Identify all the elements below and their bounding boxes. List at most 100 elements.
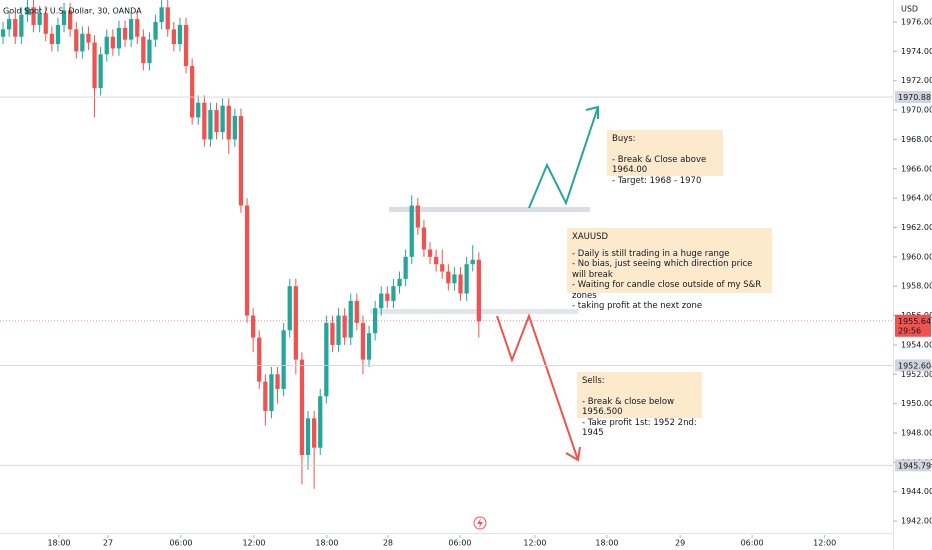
y-tick-label: 1964.000 xyxy=(901,194,932,203)
candle-body xyxy=(275,374,280,389)
candle-body xyxy=(269,374,274,411)
candle-body xyxy=(43,13,48,34)
candle-body xyxy=(257,337,262,382)
candle-body xyxy=(208,110,213,140)
sell-note: Sells: - Break & close below 1956.500 - … xyxy=(577,372,702,438)
candle-body xyxy=(135,19,140,37)
y-tick-label: 1950.000 xyxy=(901,399,932,408)
x-tick-label: 27 xyxy=(103,539,113,548)
candle-body xyxy=(305,418,311,456)
note-line: - Daily is still trading in a huge range xyxy=(572,248,730,259)
note-line: Buys: xyxy=(612,134,636,144)
candle-body xyxy=(312,418,317,448)
price-label: 1952.604 xyxy=(898,361,932,370)
countdown-label: 29:56 xyxy=(898,326,921,335)
candle-body xyxy=(409,205,414,257)
candle-body xyxy=(147,39,152,64)
candle-body xyxy=(86,33,91,43)
candle-body xyxy=(263,381,268,411)
note-line: - Take profit 1st: 1952 2nd: 1945 xyxy=(582,417,697,439)
current-price-label: 1955.645 xyxy=(898,317,932,326)
x-tick-label: 18:00 xyxy=(47,539,70,548)
candle-body xyxy=(190,66,195,118)
y-tick-label: 1962.000 xyxy=(901,223,932,232)
y-tick-label: 1944.000 xyxy=(901,487,932,496)
candle-body xyxy=(470,259,475,265)
y-tick-label: 1976.000 xyxy=(901,18,932,27)
candle-body xyxy=(366,333,372,360)
candle-body xyxy=(379,293,384,309)
candle-body xyxy=(238,115,244,206)
candle-body xyxy=(427,249,433,257)
candle-body xyxy=(153,22,158,40)
current-price-bg xyxy=(895,314,931,337)
candle-body xyxy=(330,322,335,345)
candle-body xyxy=(110,36,115,49)
candle-body xyxy=(293,286,298,360)
price-label-bg xyxy=(895,359,931,372)
candle-body xyxy=(244,205,250,316)
candle-body xyxy=(251,315,256,338)
candle-body xyxy=(446,271,451,284)
y-tick-label: 1948.000 xyxy=(901,428,932,437)
candle-body xyxy=(25,7,30,15)
candle-body xyxy=(360,322,366,360)
note-line: Sells: xyxy=(582,376,605,386)
candle-body xyxy=(214,110,219,133)
x-tick-label: 28 xyxy=(383,539,393,548)
candle-body xyxy=(171,29,176,45)
x-tick-label: 18:00 xyxy=(595,539,618,548)
candle-body xyxy=(433,256,439,265)
candle-body xyxy=(385,293,390,301)
candle-body xyxy=(31,7,36,25)
candle-body xyxy=(196,102,201,118)
candle-body xyxy=(415,205,420,228)
candle-body xyxy=(220,105,225,133)
candle-body xyxy=(232,115,237,140)
note-line: - Break & close below 1956.500 xyxy=(582,396,675,418)
candle-body xyxy=(55,24,61,45)
y-tick-label: 1972.000 xyxy=(901,76,932,85)
candle-body xyxy=(336,315,341,345)
event-icon-bolt xyxy=(477,518,483,528)
candle-body xyxy=(452,274,457,284)
y-tick-label: 1968.000 xyxy=(901,135,932,144)
note-line: - Waiting for candle close outside of my… xyxy=(572,280,762,301)
y-tick-label: 1970.000 xyxy=(901,106,932,115)
x-tick-label: 06:00 xyxy=(741,539,764,548)
candle-body xyxy=(141,36,146,64)
candle-body xyxy=(287,286,292,331)
event-icon[interactable] xyxy=(473,516,487,530)
x-tick-label: 18:00 xyxy=(315,539,338,548)
candle-body xyxy=(80,33,85,52)
candle-body xyxy=(403,256,408,279)
candle-body xyxy=(391,286,396,301)
resistance-zone xyxy=(389,207,590,212)
candle-body xyxy=(342,315,347,338)
main-note: XAUUSD - Daily is still trading in a hug… xyxy=(567,228,772,311)
y-tick-label: 1958.000 xyxy=(901,282,932,291)
candle-body xyxy=(421,227,427,250)
candle-body xyxy=(348,300,353,338)
candle-body xyxy=(98,54,103,89)
x-tick-label: 12:00 xyxy=(523,539,546,548)
candle-body xyxy=(226,105,231,140)
candle-body xyxy=(202,102,207,140)
candle-body xyxy=(7,19,12,30)
price-label: 1970.887 xyxy=(898,93,932,102)
candle-body xyxy=(183,24,189,67)
candle-body xyxy=(68,10,73,30)
buy-arrow-head xyxy=(585,105,599,119)
buy-arrow xyxy=(528,106,599,209)
support-zone xyxy=(370,309,578,314)
note-line: - Break & Close above 1964.00 xyxy=(612,154,707,176)
price-label-bg xyxy=(895,459,931,472)
candle-body xyxy=(0,29,6,37)
candle-body xyxy=(92,42,97,89)
candle-body xyxy=(122,27,128,40)
x-tick-label: 12:00 xyxy=(813,539,836,548)
candle-body xyxy=(74,29,79,52)
x-tick-label: 29 xyxy=(675,539,685,548)
y-tick-label: 1952.000 xyxy=(901,370,932,379)
candle-body xyxy=(299,359,305,456)
